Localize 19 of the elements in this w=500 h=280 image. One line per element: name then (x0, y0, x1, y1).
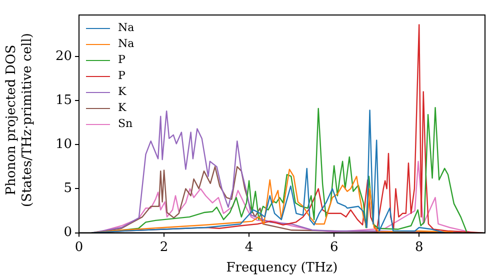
x-tick-label: 6 (330, 240, 338, 255)
y-tick-label: 20 (55, 48, 72, 64)
y-tick-label: 0 (64, 225, 72, 240)
legend-label: P (118, 68, 126, 84)
x-tick-label: 0 (74, 240, 84, 255)
y-tick-label: 10 (55, 136, 72, 152)
legend-label: Na (118, 20, 134, 36)
legend-label: P (118, 52, 126, 68)
legend-label: K (118, 84, 126, 100)
y-tick-label: 15 (55, 92, 72, 108)
legend-label: Na (118, 36, 134, 52)
x-axis-title: Frequency (THz) (226, 260, 338, 276)
legend-label: Sn (118, 116, 133, 132)
x-tick-label: 4 (244, 240, 254, 255)
x-tick-label: 8 (414, 240, 424, 255)
x-tick-label: 2 (160, 240, 168, 255)
y-axis-title: Phonon projected DOS (States/THz·primitive cell) (4, 32, 36, 210)
y-tick-label: 5 (64, 181, 72, 196)
legend-label: K (118, 100, 126, 116)
